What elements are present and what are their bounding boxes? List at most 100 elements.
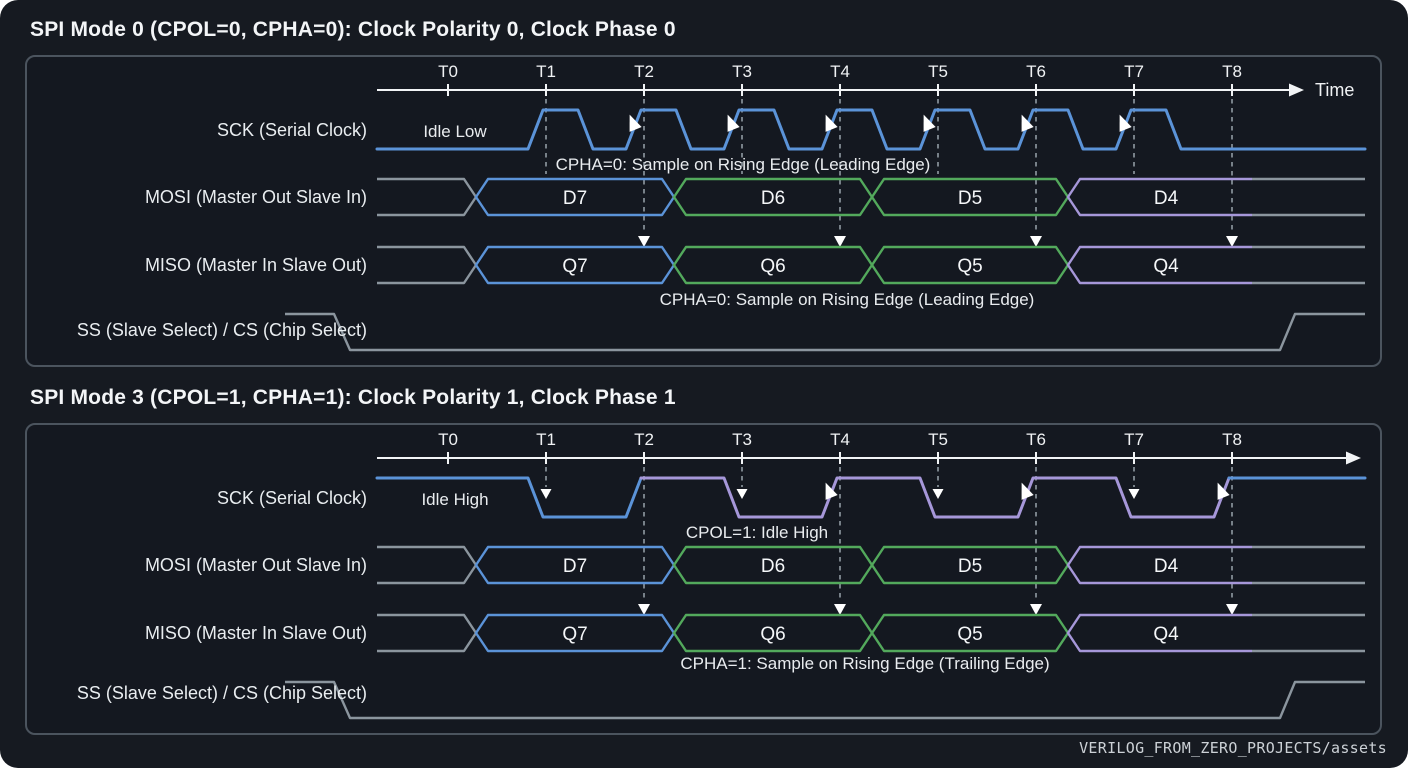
miso-lead-segment [377,613,478,653]
tick-label: T8 [1222,430,1242,449]
miso-waveform: Q7 Q6 Q5 Q4 [377,245,1365,285]
down-arrow-icon [1226,604,1238,615]
ss-label: SS (Slave Select) / CS (Chip Select) [77,683,367,703]
up-arrow-icon [1021,114,1034,132]
mosi-bit-label: D5 [958,188,982,209]
ss-waveform [285,680,1365,720]
tick-label: T2 [634,430,654,449]
down-arrow-icon [1226,236,1238,247]
miso-bit-label: Q4 [1153,624,1179,645]
panel2-rising-edge-arrows [825,482,1230,500]
panel1-time-axis: T0 T1 T2 T3 T4 T5 T6 T7 T8 Time [377,62,1354,100]
panel2-sample-arrowheads [638,604,1238,615]
miso-label: MISO (Master In Slave Out) [145,623,367,643]
mosi-lead-segment [377,545,478,585]
idle-state-label: Idle High [421,490,488,509]
panel2-falling-edge-arrowheads [540,489,1140,499]
tick-label: T1 [536,62,556,81]
up-arrow-icon [1021,482,1034,500]
tick-label: T4 [830,62,850,81]
down-arrow-icon [1030,604,1042,615]
miso-annotation: CPHA=0: Sample on Rising Edge (Leading E… [660,290,1035,309]
tick-label: T3 [732,62,752,81]
tick-label: T7 [1124,62,1144,81]
sck-waveform-active [639,476,1231,519]
up-arrow-icon [629,114,642,132]
ss-waveform [285,312,1365,352]
down-arrow-icon [540,489,552,499]
sck-label: SCK (Serial Clock) [217,488,367,508]
tick-label: T8 [1222,62,1242,81]
panel2-waveforms: T0 T1 T2 T3 T4 T5 T6 T7 T8 [77,430,1367,720]
panel2-box: T0 T1 T2 T3 T4 T5 T6 T7 T8 [25,423,1382,735]
up-arrow-icon [1217,482,1230,500]
down-arrow-icon [932,489,944,499]
mosi-waveform: D7 D6 D5 D4 [377,545,1365,585]
mosi-bit-label: D4 [1154,188,1179,209]
idle-state-label: Idle Low [423,122,487,141]
miso-waveform: Q7 Q6 Q5 Q4 [377,613,1365,653]
axis-arrowhead [1289,83,1304,97]
panel1-box: T0 T1 T2 T3 T4 T5 T6 T7 T8 Time [25,55,1382,367]
down-arrow-icon [638,236,650,247]
clock-annotation: CPOL=1: Idle High [686,523,828,542]
up-arrow-icon [1119,114,1132,132]
mosi-lead-segment [377,177,478,217]
mosi-bit-segment [1066,545,1252,585]
tick-label: T7 [1124,430,1144,449]
sck-label: SCK (Serial Clock) [217,120,367,140]
time-axis-label: Time [1315,80,1354,100]
panel2-time-axis: T0 T1 T2 T3 T4 T5 T6 T7 T8 [377,430,1361,465]
miso-bit-label: Q7 [562,256,587,277]
miso-bit-label: Q5 [957,624,982,645]
down-arrow-icon [834,236,846,247]
miso-bit-label: Q5 [957,256,982,277]
miso-bit-label: Q4 [1153,256,1179,277]
miso-bit-label: Q6 [760,624,785,645]
miso-bit-label: Q6 [760,256,785,277]
sck-waveform-idle-lead [375,476,643,519]
up-arrow-icon [825,482,838,500]
up-arrow-icon [727,114,740,132]
panel2-title: SPI Mode 3 (CPOL=1, CPHA=1): Clock Polar… [30,386,676,409]
panel2-dashed-lines [545,467,1233,602]
mosi-bit-label: D6 [761,188,785,209]
mosi-tail-segment [1252,177,1365,217]
clock-annotation: CPHA=0: Sample on Rising Edge (Leading E… [556,155,931,174]
up-arrow-icon [825,114,838,132]
miso-tail-segment [1252,245,1365,285]
down-arrow-icon [736,489,748,499]
down-arrow-icon [638,604,650,615]
panel1-waveforms: T0 T1 T2 T3 T4 T5 T6 T7 T8 Time [77,62,1367,352]
tick-label: T2 [634,62,654,81]
panel1-title: SPI Mode 0 (CPOL=0, CPHA=0): Clock Polar… [30,18,676,41]
tick-label: T5 [928,62,948,81]
mosi-label: MOSI (Master Out Slave In) [145,555,367,575]
tick-label: T0 [438,430,458,449]
mosi-bit-label: D7 [563,556,587,577]
mosi-bit-segment [1066,177,1252,217]
sck-waveform [375,108,1367,151]
down-arrow-icon [1128,489,1140,499]
tick-label: T6 [1026,430,1046,449]
up-arrow-icon [923,114,936,132]
mosi-bit-label: D5 [958,556,982,577]
miso-lead-segment [377,245,478,285]
footer-watermark: VERILOG_FROM_ZERO_PROJECTS/assets [1079,739,1387,757]
down-arrow-icon [834,604,846,615]
miso-bit-label: Q7 [562,624,587,645]
mosi-bit-label: D6 [761,556,785,577]
miso-label: MISO (Master In Slave Out) [145,255,367,275]
mosi-tail-segment [1252,545,1365,585]
mosi-bit-label: D7 [563,188,587,209]
tick-label: T3 [732,430,752,449]
panel1-rising-edge-arrows [629,114,1132,132]
ss-label: SS (Slave Select) / CS (Chip Select) [77,320,367,340]
tick-label: T0 [438,62,458,81]
miso-annotation: CPHA=1: Sample on Rising Edge (Trailing … [680,654,1049,673]
panel1-sample-arrowheads [638,236,1238,247]
mosi-waveform: D7 D6 D5 D4 [377,177,1365,217]
mosi-label: MOSI (Master Out Slave In) [145,187,367,207]
axis-arrowhead [1346,451,1361,465]
